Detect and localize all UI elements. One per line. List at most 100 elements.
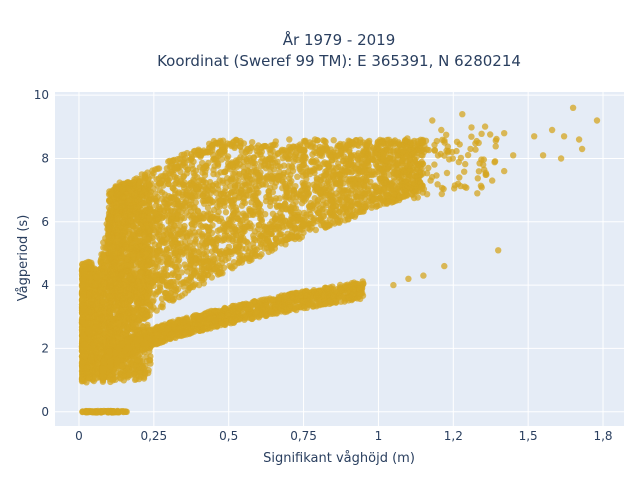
- scatter-point: [101, 262, 108, 270]
- scatter-point: [87, 320, 94, 327]
- scatter-point: [100, 357, 108, 364]
- scatter-point: [218, 312, 225, 320]
- scatter-point: [88, 409, 96, 416]
- scatter-point: [85, 314, 92, 322]
- scatter-point: [254, 303, 261, 310]
- scatter-point: [81, 268, 88, 276]
- scatter-point: [315, 289, 323, 296]
- scatter-point: [254, 308, 262, 316]
- scatter-point: [83, 369, 91, 376]
- scatter-point: [322, 300, 329, 308]
- scatter-point: [110, 408, 117, 416]
- scatter-points: [78, 104, 601, 416]
- scatter-point: [157, 324, 165, 331]
- scatter-point: [93, 349, 100, 356]
- scatter-point: [79, 317, 86, 325]
- scatter-point: [126, 345, 133, 352]
- scatter-point: [281, 292, 288, 300]
- scatter-point: [330, 137, 337, 144]
- scatter-point: [112, 349, 119, 357]
- scatter-point: [346, 294, 353, 301]
- scatter-point: [256, 297, 264, 304]
- scatter-point: [94, 332, 101, 339]
- scatter-point: [272, 304, 279, 311]
- scatter-point: [96, 309, 104, 316]
- scatter-point: [221, 321, 229, 329]
- scatter-point: [232, 314, 239, 321]
- scatter-point: [146, 357, 154, 364]
- scatter-point: [289, 290, 297, 297]
- scatter-point: [301, 304, 308, 312]
- scatter-point: [354, 281, 362, 288]
- scatter-point: [80, 341, 88, 348]
- scatter-point: [342, 284, 349, 291]
- scatter-point: [130, 362, 138, 369]
- scatter-point: [118, 351, 125, 359]
- scatter-point: [97, 287, 105, 294]
- scatter-point: [85, 336, 93, 343]
- scatter-point: [135, 375, 143, 383]
- scatter-point: [261, 310, 268, 317]
- scatter-point: [100, 298, 107, 305]
- scatter-point: [246, 301, 253, 308]
- scatter-point: [99, 270, 107, 278]
- scatter-point: [285, 298, 292, 305]
- scatter-point: [120, 408, 127, 416]
- scatter-point: [93, 375, 100, 382]
- scatter-point: [94, 293, 101, 300]
- scatter-point: [316, 301, 323, 308]
- scatter-point: [169, 320, 177, 328]
- scatter-point: [323, 285, 330, 292]
- scatter-point: [304, 288, 311, 296]
- scatter-point: [203, 320, 210, 327]
- scatter-point: [179, 316, 186, 323]
- scatter-point: [357, 295, 364, 303]
- scatter-point: [136, 370, 143, 377]
- scatter-point: [335, 293, 343, 300]
- scatter-point: [78, 283, 86, 290]
- scatter-point: [211, 307, 218, 315]
- scatter-point: [205, 308, 212, 316]
- scatter-point: [330, 293, 337, 301]
- scatter-point: [98, 315, 105, 322]
- scatter-point: [85, 308, 92, 315]
- scatter-point: [116, 374, 124, 381]
- scatter-point: [154, 331, 162, 339]
- scatter-point: [136, 336, 143, 343]
- scatter-point: [164, 325, 171, 333]
- scatter-point: [100, 408, 107, 415]
- scatter-point: [181, 330, 188, 337]
- scatter-point: [114, 357, 121, 364]
- scatter-point: [104, 407, 112, 415]
- scatter-point: [94, 407, 102, 415]
- scatter-point: [249, 139, 256, 146]
- scatter-point: [302, 298, 309, 305]
- scatter-point: [110, 375, 117, 383]
- scatter-point: [242, 314, 249, 322]
- scatter-point: [85, 299, 92, 307]
- scatter-point: [79, 331, 86, 339]
- scatter-point: [169, 331, 176, 338]
- scatter-point: [283, 306, 290, 314]
- scatter-point: [188, 329, 196, 336]
- scatter-point: [93, 363, 100, 370]
- scatter-point: [83, 407, 90, 415]
- scatter-point: [183, 323, 191, 330]
- scatter-point: [294, 173, 301, 180]
- scatter-point: [106, 358, 114, 365]
- scatter-point: [79, 296, 87, 303]
- scatter-point: [312, 226, 319, 234]
- scatter-point: [87, 356, 95, 363]
- scatter-point: [90, 265, 98, 272]
- scatter-point: [235, 304, 243, 312]
- scatter-point: [95, 277, 102, 284]
- scatter-point: [146, 327, 154, 335]
- scatter-point: [100, 373, 107, 380]
- scatter-point: [275, 297, 282, 304]
- scatter-point: [139, 364, 146, 371]
- scatter-point: [139, 346, 147, 353]
- scatter-point: [224, 310, 232, 317]
- scatter-point: [267, 296, 274, 304]
- scatter-point: [196, 316, 204, 323]
